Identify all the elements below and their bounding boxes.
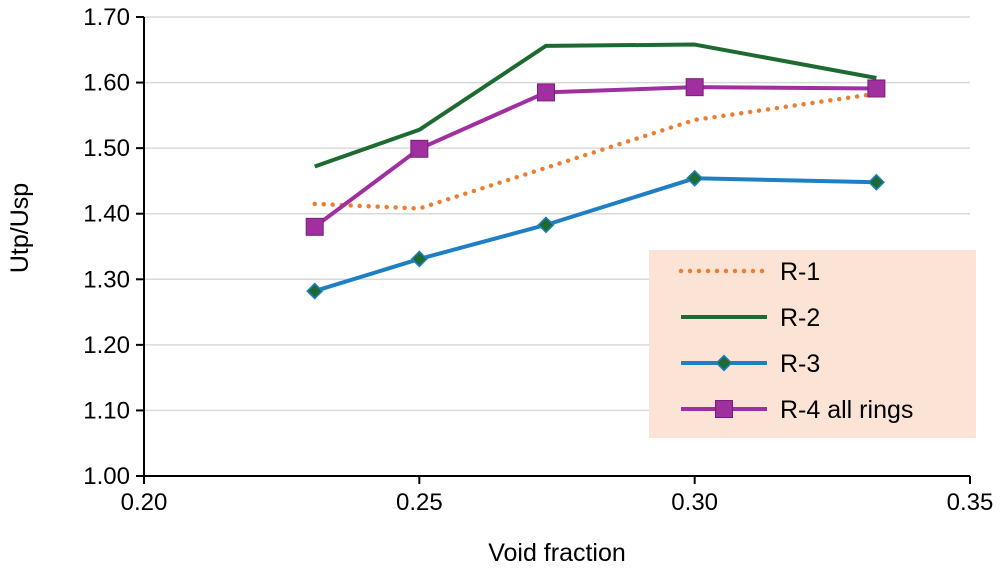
legend: R-1 R-2 R-3 R-4 all rings	[649, 250, 976, 438]
axes	[136, 16, 971, 484]
legend-item-r-3: R-3	[681, 350, 820, 378]
series-r-4-all-rings	[305, 78, 886, 236]
y-tick-label: 1.70	[83, 4, 130, 31]
series-line-r-1	[312, 91, 879, 211]
legend-item-r-2: R-2	[681, 304, 820, 332]
data-point-r-3	[867, 173, 885, 191]
y-tick-label: 1.00	[83, 463, 130, 490]
x-axis-title: Void fraction	[488, 539, 626, 567]
series-r-3	[306, 169, 885, 300]
data-point-r-4-all-rings	[410, 139, 429, 158]
series-r-2	[314, 42, 877, 169]
legend-label-r-2: R-2	[780, 304, 820, 332]
x-tick-label: 0.25	[396, 489, 443, 516]
legend-item-r-1: R-1	[678, 258, 820, 286]
data-point-r-3	[686, 169, 704, 187]
data-point-r-4-all-rings	[867, 79, 886, 98]
series-line-r-2	[314, 42, 877, 169]
legend-marker-r-4-all-rings	[715, 400, 733, 418]
y-tick-label: 1.60	[83, 70, 130, 97]
tick-labels: 1.00 1.10 1.20 1.30 1.40 1.50 1.60 1.70 0.20 0.25…	[83, 4, 993, 516]
y-tick-label: 1.10	[83, 397, 130, 424]
legend-box	[649, 250, 976, 438]
series-group	[305, 42, 886, 300]
series-r-1	[312, 91, 879, 211]
y-tick-label: 1.20	[83, 332, 130, 359]
legend-label-r-3: R-3	[780, 350, 820, 378]
data-point-r-4-all-rings	[305, 217, 324, 236]
data-point-r-4-all-rings	[685, 78, 704, 97]
legend-label-r-1: R-1	[780, 258, 820, 286]
legend-item-r-4-all-rings: R-4 all rings	[681, 396, 913, 424]
data-point-r-3	[306, 282, 324, 300]
legend-marker-r-3	[715, 354, 733, 372]
x-tick-label: 0.30	[671, 489, 718, 516]
y-tick-label: 1.50	[83, 135, 130, 162]
data-point-r-4-all-rings	[536, 83, 555, 102]
gridlines	[144, 16, 970, 412]
data-point-r-3	[537, 216, 555, 234]
y-axis-title: Utp/Usp	[6, 183, 34, 273]
y-tick-label: 1.40	[83, 201, 130, 228]
data-point-r-3	[410, 250, 428, 268]
legend-label-r-4-all-rings: R-4 all rings	[780, 396, 913, 424]
y-tick-label: 1.30	[83, 266, 130, 293]
x-tick-label: 0.35	[947, 489, 994, 516]
series-line-r-4-all-rings	[313, 85, 877, 229]
x-tick-label: 0.20	[121, 489, 168, 516]
